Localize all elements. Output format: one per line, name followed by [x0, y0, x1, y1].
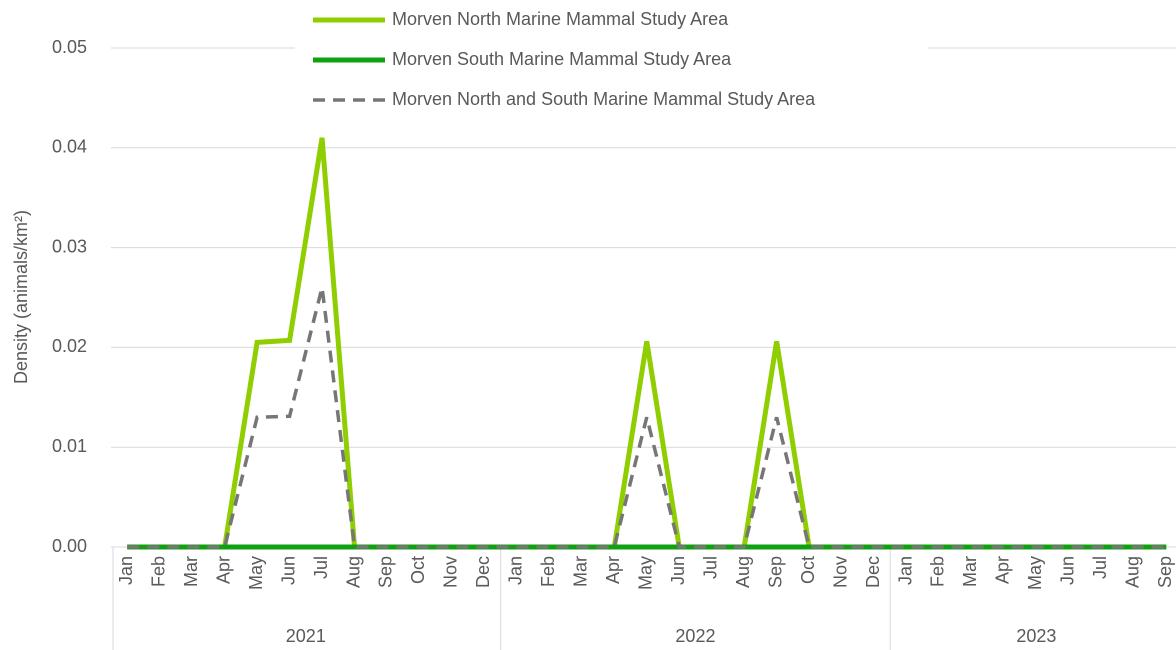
x-tick-label: Jun: [1058, 556, 1078, 585]
x-tick-label: Dec: [863, 556, 883, 588]
x-tick-label: Oct: [798, 556, 818, 584]
x-tick-label: Apr: [213, 556, 233, 584]
x-tick-label: Sep: [1155, 556, 1175, 588]
group-label: 2023: [1016, 626, 1056, 646]
x-tick-label: Dec: [473, 556, 493, 588]
x-tick-label: Aug: [733, 556, 753, 588]
group-label: 2021: [286, 626, 326, 646]
x-tick-label: Jun: [668, 556, 688, 585]
x-tick-label: Jul: [311, 556, 331, 579]
x-tick-label: Jul: [700, 556, 720, 579]
x-tick-label: Feb: [928, 556, 948, 587]
y-axis-label: Density (animals/km²): [11, 210, 31, 384]
x-tick-label: Jun: [278, 556, 298, 585]
x-tick-label: May: [636, 556, 656, 590]
y-tick-label: 0.03: [52, 236, 87, 256]
y-tick-label: 0.02: [52, 336, 87, 356]
x-tick-label: Mar: [960, 556, 980, 587]
x-tick-label: May: [246, 556, 266, 590]
data-line: [127, 287, 1167, 549]
legend-label: Morven North Marine Mammal Study Area: [392, 9, 729, 29]
x-tick-label: Aug: [1123, 556, 1143, 588]
x-tick-label: Jan: [506, 556, 526, 585]
x-tick-label: Oct: [408, 556, 428, 584]
group-label: 2022: [675, 626, 715, 646]
data-line: [127, 137, 1167, 550]
x-tick-label: Mar: [571, 556, 591, 587]
y-tick-label: 0.05: [52, 37, 87, 57]
x-tick-label: Feb: [538, 556, 558, 587]
y-tick-label: 0.04: [52, 137, 87, 157]
x-tick-label: Apr: [603, 556, 623, 584]
x-tick-label: Sep: [376, 556, 396, 588]
x-tick-label: May: [1025, 556, 1045, 590]
legend-background: [295, 0, 928, 118]
x-tick-label: Jul: [1090, 556, 1110, 579]
legend-label: Morven North and South Marine Mammal Stu…: [392, 89, 816, 109]
x-tick-label: Feb: [148, 556, 168, 587]
x-tick-label: Nov: [830, 556, 850, 588]
y-tick-label: 0.01: [52, 436, 87, 456]
x-tick-label: Mar: [181, 556, 201, 587]
legend-label: Morven South Marine Mammal Study Area: [392, 49, 732, 69]
x-tick-label: Jan: [895, 556, 915, 585]
x-tick-label: Jan: [116, 556, 136, 585]
x-tick-label: Sep: [765, 556, 785, 588]
x-tick-label: Aug: [343, 556, 363, 588]
y-tick-label: 0.00: [52, 536, 87, 556]
x-tick-label: Nov: [441, 556, 461, 588]
x-tick-label: Apr: [993, 556, 1013, 584]
